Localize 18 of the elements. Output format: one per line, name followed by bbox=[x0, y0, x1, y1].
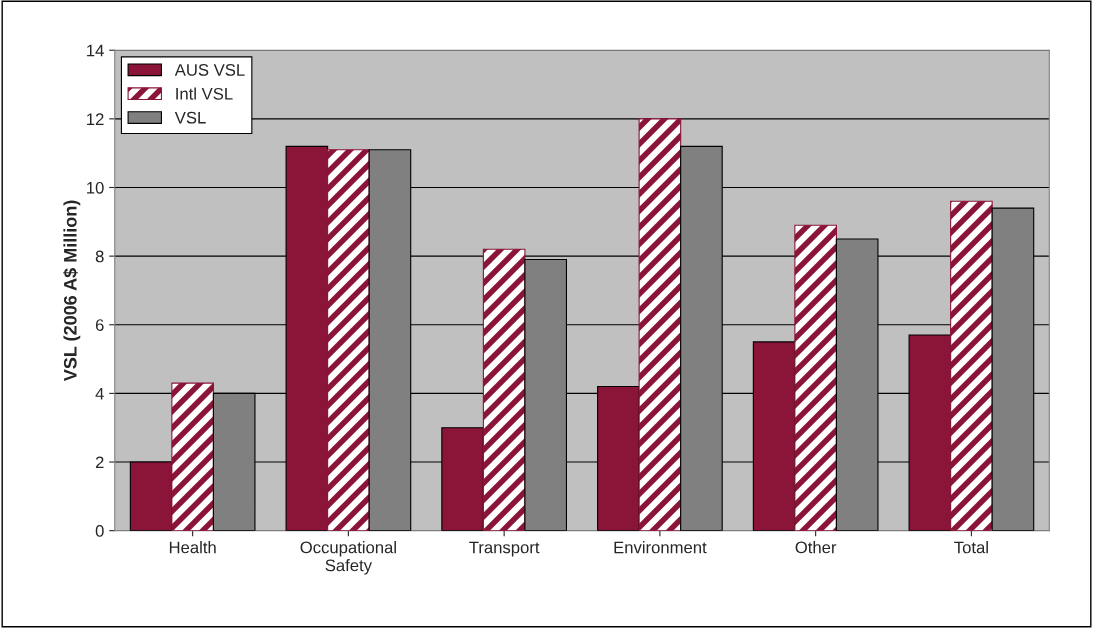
x-tick-label: Transport bbox=[469, 541, 540, 557]
legend-label: Intl VSL bbox=[176, 87, 233, 100]
y-tick-label: 14 bbox=[87, 44, 104, 57]
y-tick-label: 6 bbox=[95, 319, 104, 331]
legend-label: AUS VSL bbox=[174, 64, 245, 76]
y-tick-label: 0 bbox=[95, 525, 104, 537]
y-axis-title: VSL (2006 A$ Million) bbox=[63, 200, 81, 382]
y-tick-label: 2 bbox=[95, 456, 104, 469]
y-tick-label: 4 bbox=[95, 387, 104, 400]
y-tick-label: 10 bbox=[87, 181, 104, 194]
legend-label: VSL bbox=[174, 111, 206, 124]
x-tick-label: Other bbox=[795, 541, 837, 554]
y-tick-label: 12 bbox=[87, 113, 104, 125]
y-tick-label: 8 bbox=[95, 250, 104, 263]
x-tick-label: Health bbox=[169, 541, 216, 554]
x-tick-label: Total bbox=[954, 541, 988, 554]
x-tick-label: Environment bbox=[614, 541, 707, 554]
x-tick-label: Occupational Safety bbox=[300, 541, 396, 575]
